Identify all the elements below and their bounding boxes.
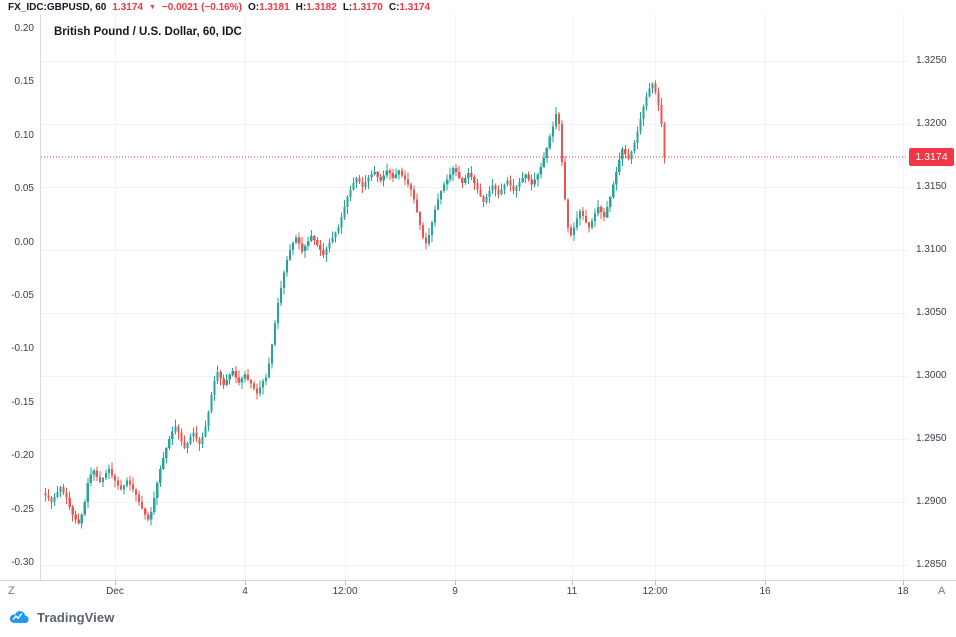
price-change: −0.0021 (−0.16%) [161, 1, 242, 13]
time-axis-tick [115, 581, 116, 585]
footer-bar: TradingView [0, 601, 956, 637]
symbol-title: FX_IDC:GBPUSD, 60 [8, 1, 107, 13]
time-axis-tick [765, 581, 766, 585]
tradingview-logo-icon [9, 611, 29, 624]
open-label: O: [247, 1, 260, 13]
right-axis-label: 1.2950 [916, 433, 947, 444]
chart-legend[interactable]: British Pound / U.S. Dollar, 60, IDC [54, 26, 242, 38]
left-axis-label: -0.25 [11, 503, 34, 515]
right-axis-label: 1.3100 [916, 244, 947, 255]
time-axis-tick [345, 581, 346, 585]
right-axis-label: 1.3150 [916, 181, 947, 192]
left-axis-label: 0.15 [14, 76, 34, 88]
left-axis-label: 0.10 [14, 129, 34, 141]
open-pair: O: 1.3181 [248, 1, 290, 14]
right-axis-label: 1.2900 [916, 496, 947, 507]
time-axis-tick [455, 581, 456, 585]
left-axis-label: -0.10 [11, 343, 34, 355]
time-axis-tick [572, 581, 573, 585]
right-axis-label: 1.3050 [916, 307, 947, 318]
close-value: 1.3174 [399, 1, 431, 13]
low-label: L: [342, 1, 353, 13]
left-axis-label: 0.20 [14, 23, 34, 34]
high-pair: H: 1.3182 [296, 1, 337, 14]
left-axis-label: -0.15 [11, 396, 34, 408]
time-axis-label: 11 [566, 586, 578, 597]
time-scale[interactable]: Z A Dec 4 12:00 9 11 12:00 16 18 [0, 580, 956, 601]
time-axis-label: 4 [242, 586, 248, 597]
time-axis-label: 16 [759, 586, 771, 597]
right-axis-label: 1.3200 [916, 118, 947, 129]
current-price-badge: 1.3174 [909, 147, 954, 166]
time-axis-tick [655, 581, 656, 585]
left-axis-label: -0.05 [11, 290, 34, 301]
high-label: H: [295, 1, 307, 13]
time-axis-label: 12:00 [642, 586, 668, 597]
time-axis-label: 18 [897, 586, 909, 597]
last-price: 1.3174 [112, 1, 143, 13]
tradingview-logo-link[interactable]: TradingView [8, 610, 114, 625]
candlestick-plot-canvas[interactable] [0, 14, 956, 580]
left-axis-label: 0.05 [14, 183, 34, 195]
open-value: 1.3181 [259, 1, 290, 13]
symbol-info-bar: FX_IDC:GBPUSD, 60 1.3174 ▼ −0.0021 (−0.1… [0, 0, 956, 14]
close-label: C: [388, 1, 400, 13]
auto-scale-button[interactable]: A [938, 585, 946, 597]
low-pair: L: 1.3170 [343, 1, 383, 14]
timezone-button[interactable]: Z [8, 585, 15, 597]
left-axis-label: -0.30 [11, 557, 34, 568]
left-percent-scale[interactable]: 0.20 0.15 0.10 0.05 0.00 -0.05 -0.10 -0.15 -0.20… [0, 14, 40, 580]
low-value: 1.3170 [352, 1, 383, 13]
high-value: 1.3182 [306, 1, 337, 13]
price-down-arrow-icon: ▼ [148, 3, 156, 11]
time-axis-tick [903, 581, 904, 585]
left-axis-label: 0.00 [14, 236, 34, 248]
left-axis-label: -0.20 [11, 450, 34, 462]
time-axis-tick [245, 581, 246, 585]
time-axis-label: 9 [452, 586, 458, 597]
close-pair: C: 1.3174 [389, 1, 430, 14]
right-axis-label: 1.3000 [916, 370, 947, 381]
chart-area[interactable]: British Pound / U.S. Dollar, 60, IDC 0.2… [0, 14, 956, 580]
time-axis-label: 12:00 [332, 586, 358, 597]
time-axis-label: Dec [106, 586, 124, 597]
right-price-scale[interactable]: 1.3174 1.3250 1.3200 1.3150 1.3100 1.3050 1.3… [908, 14, 956, 580]
right-axis-label: 1.2850 [916, 559, 947, 570]
tradingview-brand-text: TradingView [37, 610, 115, 625]
right-axis-label: 1.3250 [916, 55, 947, 66]
